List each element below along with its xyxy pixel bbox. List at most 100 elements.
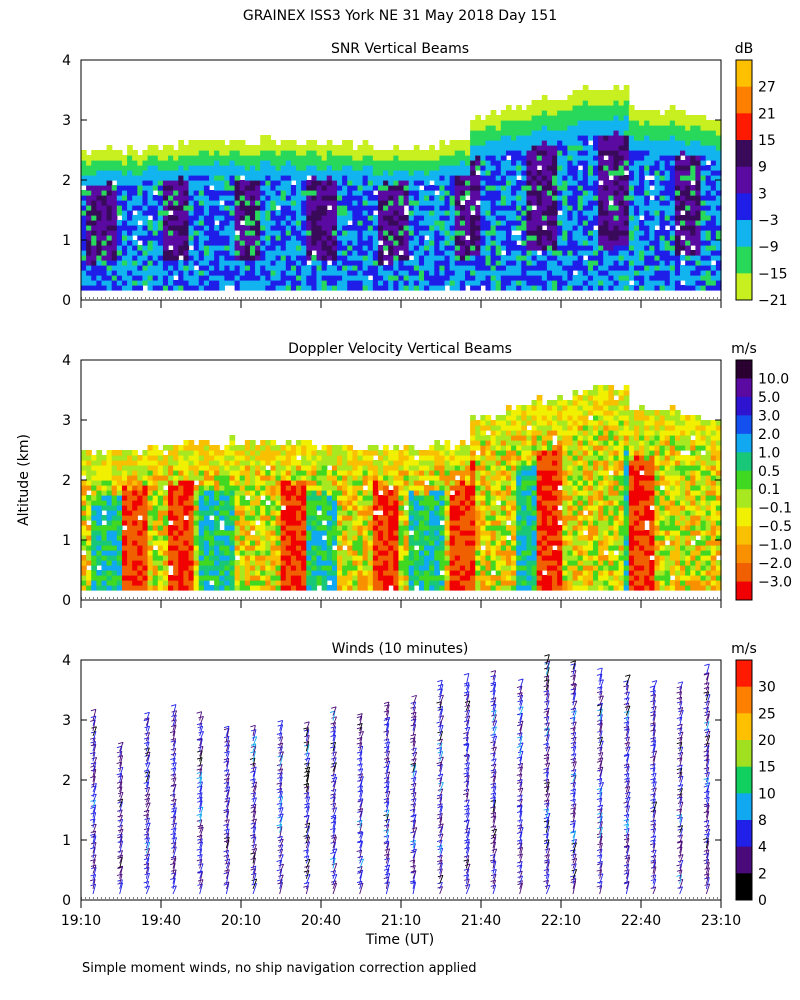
snr-cell xyxy=(649,250,656,256)
doppler-cell xyxy=(198,555,205,561)
snr-cell xyxy=(511,250,517,256)
snr-cell xyxy=(367,250,374,256)
snr-cell xyxy=(434,155,440,161)
snr-cell xyxy=(618,160,625,166)
doppler-cell xyxy=(203,450,210,456)
snr-cell xyxy=(465,245,471,251)
doppler-cell xyxy=(96,540,103,546)
snr-cell xyxy=(157,210,164,216)
snr-cell xyxy=(418,160,425,166)
snr-cell xyxy=(116,185,123,191)
doppler-cell xyxy=(96,510,103,516)
snr-cell xyxy=(137,250,144,256)
snr-cell xyxy=(485,150,492,156)
snr-cell xyxy=(81,240,87,246)
snr-cell xyxy=(96,200,103,206)
snr-cell xyxy=(377,275,384,281)
snr-cell xyxy=(229,160,236,166)
snr-cell xyxy=(700,145,707,151)
snr-cell xyxy=(654,130,661,136)
doppler-cell xyxy=(81,460,87,466)
snr-cell xyxy=(347,170,353,176)
snr-cell xyxy=(674,270,681,276)
snr-cell xyxy=(598,95,604,101)
snr-cell xyxy=(480,185,487,191)
doppler-cell xyxy=(249,515,256,521)
snr-cell xyxy=(290,225,297,231)
snr-cell xyxy=(168,265,174,271)
snr-cell xyxy=(424,265,430,271)
snr-cell xyxy=(495,265,502,271)
snr-cell xyxy=(490,185,497,191)
snr-cell xyxy=(500,150,507,156)
snr-cell xyxy=(280,160,287,166)
doppler-cell xyxy=(173,455,179,461)
snr-cell xyxy=(316,275,323,281)
doppler-cell xyxy=(91,575,97,581)
doppler-cell xyxy=(96,450,103,456)
snr-cell xyxy=(321,160,328,166)
doppler-cell xyxy=(249,580,256,586)
doppler-cell xyxy=(127,545,133,551)
doppler-cell xyxy=(127,500,133,506)
doppler-cell xyxy=(142,530,149,536)
snr-cell xyxy=(86,160,92,166)
doppler-cell xyxy=(132,560,138,566)
snr-cell xyxy=(654,190,661,196)
snr-cell xyxy=(603,270,609,276)
snr-cell xyxy=(383,215,389,221)
doppler-cell xyxy=(255,505,261,511)
snr-cell xyxy=(495,185,502,191)
snr-cell xyxy=(265,140,272,146)
doppler-cell xyxy=(111,485,118,491)
doppler-cell xyxy=(224,450,231,456)
snr-cell xyxy=(485,235,492,241)
snr-cell xyxy=(444,190,451,196)
snr-cell xyxy=(168,205,174,211)
snr-cell xyxy=(495,120,502,126)
doppler-cell xyxy=(152,490,159,496)
doppler-cell xyxy=(137,480,144,486)
snr-cell xyxy=(659,115,666,121)
snr-cell xyxy=(700,170,707,176)
snr-cell xyxy=(695,275,702,281)
snr-cell xyxy=(710,170,717,176)
snr-cell xyxy=(111,265,118,271)
snr-cell xyxy=(408,235,415,241)
snr-cell xyxy=(362,230,369,236)
snr-cell xyxy=(203,210,210,216)
snr-cell xyxy=(183,170,190,176)
snr-cell xyxy=(695,125,702,131)
snr-cell xyxy=(326,255,333,261)
snr-cell xyxy=(531,275,538,281)
snr-cell xyxy=(603,135,609,141)
snr-cell xyxy=(290,260,297,266)
snr-cell xyxy=(147,275,154,281)
doppler-cell xyxy=(188,550,195,556)
snr-cell xyxy=(546,280,553,286)
snr-cell xyxy=(275,265,282,271)
snr-cell xyxy=(81,210,87,216)
doppler-cell xyxy=(106,455,113,461)
snr-cell xyxy=(608,160,615,166)
snr-cell xyxy=(618,170,625,176)
snr-cell xyxy=(311,235,318,241)
snr-cell xyxy=(434,220,440,226)
snr-cell xyxy=(337,275,343,281)
snr-cell xyxy=(700,225,707,231)
snr-cell xyxy=(608,90,615,96)
snr-cell xyxy=(613,110,620,116)
snr-cell xyxy=(372,155,379,161)
snr-cell xyxy=(562,260,568,266)
snr-cell xyxy=(669,255,676,261)
doppler-cell xyxy=(91,465,97,471)
doppler-cell xyxy=(106,495,113,501)
snr-cell xyxy=(439,145,446,151)
snr-cell xyxy=(352,260,359,266)
doppler-cell xyxy=(224,485,231,491)
doppler-cell xyxy=(209,505,215,511)
snr-cell xyxy=(244,205,251,211)
snr-cell xyxy=(690,185,696,191)
snr-cell xyxy=(603,180,609,186)
snr-cell xyxy=(546,270,553,276)
